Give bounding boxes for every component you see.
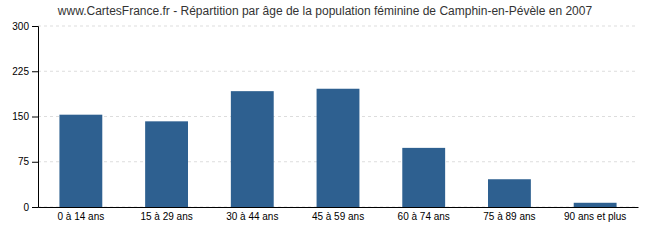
x-tick: 75 à 89 ans (483, 211, 535, 222)
y-tick: 150 (12, 111, 38, 122)
x-tick-label: 0 à 14 ans (57, 211, 104, 222)
bar (574, 203, 617, 207)
x-tick: 45 à 59 ans (312, 211, 364, 222)
y-axis: 0 75 150 225 300 (12, 21, 38, 213)
bar (488, 179, 531, 207)
chart-svg: 0 75 150 225 300 0 à 14 ans 15 à 29 ans 30 à 44… (0, 0, 650, 229)
y-tick-label: 75 (18, 156, 30, 167)
y-tick: 75 (18, 156, 38, 167)
bar (317, 89, 360, 207)
x-tick: 60 à 74 ans (398, 211, 450, 222)
x-tick-label: 90 ans et plus (564, 211, 626, 222)
y-tick: 0 (23, 202, 38, 213)
bars (59, 89, 616, 207)
bar (402, 148, 445, 207)
grid (38, 26, 638, 207)
grid-line (38, 71, 638, 72)
x-tick: 90 ans et plus (564, 211, 626, 222)
title: www.CartesFrance.fr - Répartition par âg… (57, 4, 593, 18)
bar (231, 91, 274, 207)
y-tick: 300 (12, 21, 38, 32)
y-tick-mark (32, 26, 38, 27)
x-tick-label: 45 à 59 ans (312, 211, 364, 222)
x-tick: 15 à 29 ans (140, 211, 192, 222)
y-tick-label: 300 (12, 21, 29, 32)
grid-line (38, 26, 638, 27)
x-tick-label: 30 à 44 ans (226, 211, 278, 222)
y-tick-mark (32, 207, 38, 208)
x-tick-label: 75 à 89 ans (483, 211, 535, 222)
y-axis-line (32, 27, 39, 208)
x-tick-label: 60 à 74 ans (398, 211, 450, 222)
x-axis-line (39, 207, 639, 208)
x-tick: 0 à 14 ans (57, 211, 104, 222)
chart-container: 0 75 150 225 300 0 à 14 ans 15 à 29 ans 30 à 44… (0, 0, 650, 229)
y-tick: 225 (12, 66, 38, 77)
y-tick-label: 225 (12, 66, 29, 77)
y-tick-mark (32, 71, 38, 72)
bar (145, 121, 188, 207)
x-tick: 30 à 44 ans (226, 211, 278, 222)
x-tick-label: 15 à 29 ans (140, 211, 192, 222)
x-axis: 0 à 14 ans 15 à 29 ans 30 à 44 ans 45 à 59 … (39, 208, 639, 223)
y-tick-label: 150 (12, 111, 29, 122)
y-tick-mark (32, 162, 38, 163)
y-tick-mark (32, 117, 38, 118)
bar (59, 115, 102, 207)
y-tick-label: 0 (23, 202, 29, 213)
